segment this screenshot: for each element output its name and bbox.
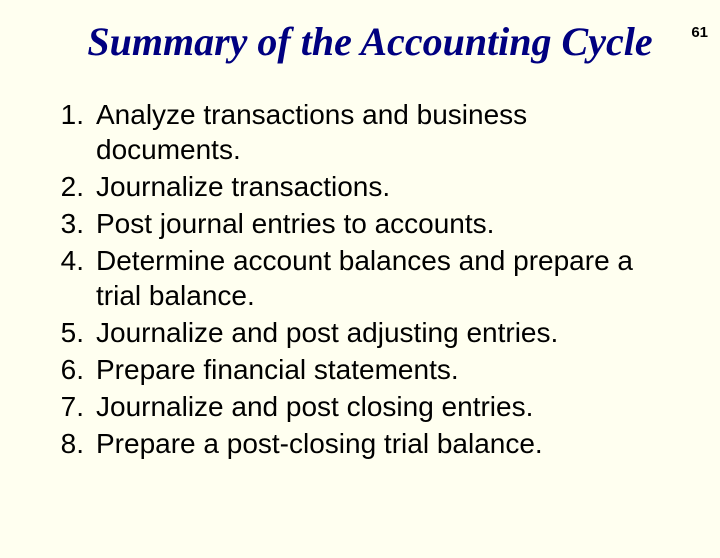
list-item: Prepare financial statements. [42,352,670,387]
list-item: Journalize transactions. [42,169,670,204]
slide-title: Summary of the Accounting Cycle [80,18,660,65]
list-item: Journalize and post closing entries. [42,389,670,424]
list-item: Analyze transactions and business docume… [42,97,670,167]
list-item: Determine account balances and prepare a… [42,243,670,313]
accounting-cycle-list: Analyze transactions and business docume… [42,97,670,461]
list-item: Post journal entries to accounts. [42,206,670,241]
page-number: 61 [691,24,708,41]
list-item: Prepare a post-closing trial balance. [42,426,670,461]
list-item: Journalize and post adjusting entries. [42,315,670,350]
